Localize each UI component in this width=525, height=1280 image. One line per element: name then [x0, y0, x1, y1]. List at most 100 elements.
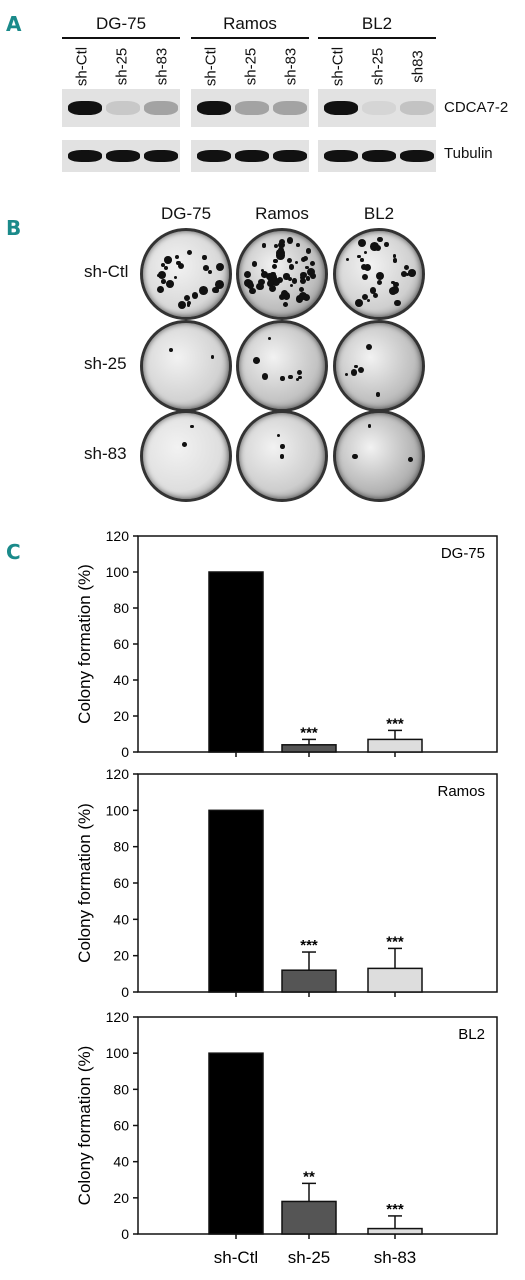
colony-dot: [286, 237, 294, 244]
bar: [367, 967, 423, 993]
colony-dot: [405, 272, 410, 277]
colony-dot: [362, 293, 369, 301]
bar: [367, 1227, 423, 1235]
colony-dot: [258, 279, 265, 286]
colony-dot: [191, 292, 198, 299]
colony-dot: [277, 277, 281, 281]
colony-dot: [261, 243, 267, 248]
colony-dot: [384, 242, 389, 247]
blot-band: [400, 150, 434, 162]
blot-band: [197, 150, 231, 162]
colony-dot: [207, 269, 213, 275]
y-tick-label: 20: [113, 1190, 129, 1206]
colony-dot: [273, 258, 278, 263]
colony-dot: [288, 276, 293, 281]
y-tick-label: 0: [121, 1226, 129, 1242]
blot-band: [362, 150, 396, 162]
colony-dot: [256, 283, 264, 291]
blot-cell-line-title: BL2: [361, 14, 393, 33]
colony-dot: [266, 280, 274, 288]
colony-dot: [278, 242, 285, 249]
blot-band: [68, 101, 102, 115]
y-tick-label: 100: [106, 564, 130, 580]
significance-label: ***: [386, 933, 404, 950]
colony-dot: [280, 444, 285, 449]
significance-label: ***: [386, 715, 404, 732]
blot-lane-label: sh-83: [153, 47, 171, 86]
significance-label: **: [303, 1168, 315, 1185]
colony-dot: [353, 364, 358, 369]
blot-lane-label: sh-83: [282, 47, 300, 86]
colony-dot: [251, 261, 258, 267]
colony-dish: [140, 228, 232, 320]
y-tick-label: 120: [106, 1009, 130, 1025]
colony-dot: [288, 264, 295, 270]
y-tick-label: 60: [113, 636, 129, 652]
colony-dot: [244, 270, 252, 278]
chart-title: Ramos: [437, 783, 485, 800]
blot-strip: [62, 89, 180, 127]
colony-dot: [168, 347, 174, 353]
colony-dot: [177, 262, 184, 269]
colony-dot: [165, 280, 174, 289]
blot-band-label: Tubulin: [444, 145, 493, 162]
colony-dot: [375, 391, 381, 397]
colony-dot: [300, 271, 307, 279]
colony-dot: [174, 255, 179, 260]
bar: [367, 738, 423, 753]
colony-dot: [373, 292, 378, 298]
colony-dot: [357, 238, 367, 248]
colony-dot: [365, 344, 372, 350]
colony-dot: [164, 266, 169, 270]
colony-dish: [333, 228, 425, 320]
colony-dot: [210, 355, 215, 359]
dish-row-label: sh-83: [84, 444, 127, 463]
blot-band: [144, 101, 178, 115]
colony-dot: [282, 302, 288, 308]
colony-dot: [364, 263, 372, 271]
colony-dot: [309, 260, 316, 266]
y-tick-label: 60: [113, 875, 129, 891]
colony-dot: [186, 303, 191, 307]
colony-dot: [296, 369, 302, 375]
blot-group-line: [318, 37, 436, 39]
colony-dot: [354, 299, 363, 308]
y-tick-label: 20: [113, 948, 129, 964]
y-tick-label: 0: [121, 744, 129, 760]
colony-dot: [249, 287, 256, 295]
colony-dot: [298, 375, 302, 380]
colony-dish: [140, 320, 232, 412]
blot-strip: [62, 140, 180, 172]
y-tick-label: 40: [113, 911, 129, 927]
chart-title: BL2: [458, 1026, 485, 1043]
colony-dot: [286, 258, 292, 264]
y-tick-label: 100: [106, 802, 130, 818]
colony-dot: [273, 243, 279, 249]
colony-dot: [278, 293, 285, 300]
panel-c-label: C: [6, 540, 21, 564]
colony-dot: [363, 250, 368, 255]
colony-dot: [393, 281, 399, 288]
bar: [281, 1200, 337, 1235]
colony-dot: [302, 256, 308, 262]
colony-dot: [388, 286, 398, 296]
colony-dot: [370, 242, 379, 252]
colony-dot: [360, 257, 364, 262]
x-tick-label: sh-25: [288, 1248, 331, 1267]
blot-lane-label: sh-Ctl: [73, 46, 91, 87]
colony-dot: [202, 265, 209, 272]
colony-dot: [303, 293, 311, 301]
colony-dot: [296, 243, 300, 248]
blot-band: [324, 101, 358, 115]
y-tick-label: 40: [113, 672, 129, 688]
blot-strip: [318, 140, 436, 172]
blot-band: [273, 101, 307, 115]
colony-dot: [392, 254, 397, 258]
blot-band: [362, 101, 396, 115]
colony-dot: [346, 257, 350, 261]
colony-dot: [295, 295, 303, 303]
colony-dot: [305, 265, 309, 270]
colony-dot: [276, 248, 285, 258]
colony-dot: [246, 281, 254, 290]
y-axis-label: Colony formation (%): [75, 1046, 94, 1206]
